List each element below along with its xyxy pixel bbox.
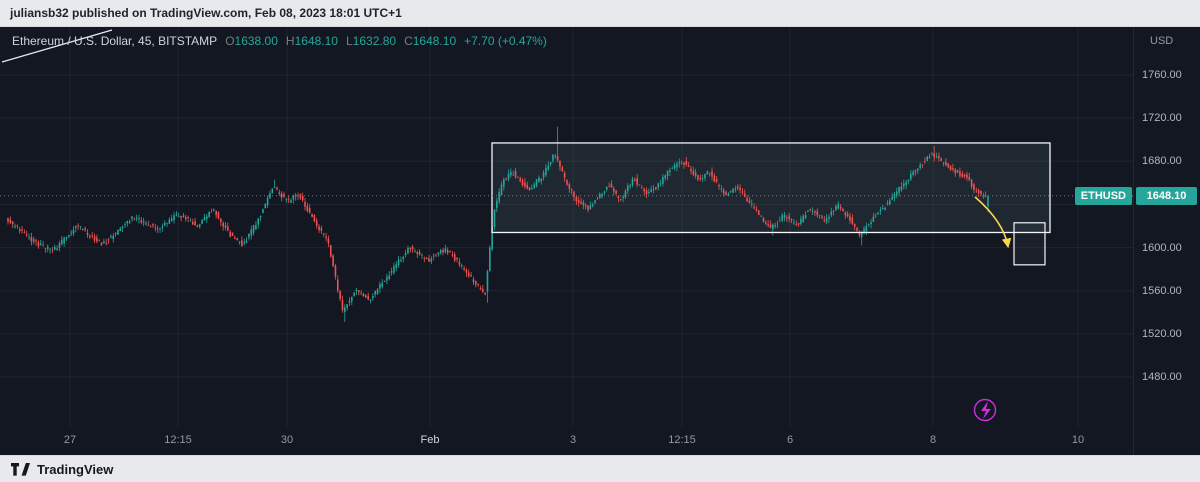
price-axis[interactable]: USD 1760.00 1720.00 1680.00 1600.00 1560.00 1… — [1133, 27, 1200, 455]
price-tick: 1600.00 — [1142, 241, 1182, 254]
target-box[interactable] — [1013, 222, 1046, 266]
price-tick: 1760.00 — [1142, 69, 1182, 81]
low-pair: L1632.80 — [346, 34, 396, 48]
price-tick: 1520.00 — [1142, 327, 1182, 340]
candles — [7, 126, 989, 322]
high-label: H — [285, 34, 295, 48]
time-tick: 6 — [786, 434, 794, 446]
close-label: C — [404, 34, 413, 48]
close-value: 1648.10 — [412, 34, 457, 48]
open-value: 1638.00 — [234, 34, 278, 48]
last-price-badge: 1648.10 — [1136, 186, 1197, 205]
time-tick: 12:15 — [164, 434, 192, 446]
range-box[interactable] — [491, 142, 1051, 234]
high-pair: H1648.10 — [286, 34, 338, 48]
open-label: O — [225, 34, 235, 48]
lightning-bolt-icon[interactable] — [973, 398, 997, 422]
publish-text: juliansb32 published on TradingView.com,… — [10, 6, 402, 20]
symbol-title[interactable]: Ethereum / U.S. Dollar, 45, BITSTAMP — [12, 34, 218, 48]
low-value: 1632.80 — [352, 34, 397, 48]
time-tick: 10 — [1071, 434, 1085, 446]
symbol-badge: ETHUSD — [1074, 186, 1132, 205]
time-tick: 8 — [929, 434, 937, 446]
currency-label: USD — [1150, 35, 1174, 47]
low-label: L — [345, 34, 353, 48]
change-value: +7.70 (+0.47%) — [464, 34, 547, 48]
time-tick: Feb — [420, 434, 440, 446]
time-tick: 3 — [569, 434, 577, 446]
time-tick: 30 — [280, 434, 294, 446]
down-arrow[interactable] — [974, 196, 1012, 249]
price-tick: 1720.00 — [1142, 112, 1182, 125]
high-value: 1648.10 — [294, 34, 338, 48]
footer-banner: TradingView — [0, 455, 1200, 482]
candlestick-chart[interactable] — [0, 27, 1200, 455]
chart-area[interactable]: Ethereum / U.S. Dollar, 45, BITSTAMP O16… — [0, 27, 1200, 455]
price-tick: 1680.00 — [1142, 155, 1182, 168]
close-pair: C1648.10 — [404, 34, 456, 48]
tradingview-logo-icon[interactable] — [11, 462, 30, 476]
price-tick: 1560.00 — [1142, 284, 1182, 297]
grid — [0, 27, 1133, 427]
time-axis[interactable]: 27 12:15 30 Feb 3 12:15 6 8 10 — [0, 427, 1200, 455]
legend: Ethereum / U.S. Dollar, 45, BITSTAMP O16… — [12, 34, 547, 48]
open-pair: O1638.00 — [225, 34, 278, 48]
range-box-fill[interactable] — [492, 142, 1050, 233]
tradingview-wordmark[interactable]: TradingView — [37, 461, 114, 477]
time-tick: 27 — [63, 434, 77, 446]
time-tick: 12:15 — [668, 434, 696, 446]
price-tick: 1480.00 — [1142, 371, 1182, 383]
publish-banner: juliansb32 published on TradingView.com,… — [0, 0, 1200, 27]
trend-line[interactable] — [1, 29, 113, 63]
